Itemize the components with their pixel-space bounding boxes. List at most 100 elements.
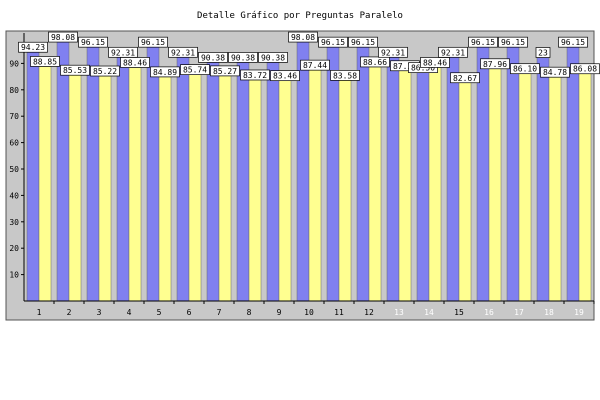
bar-series-2 (428, 67, 442, 302)
bar-series-2 (308, 69, 322, 302)
data-label: 98.08 (48, 31, 78, 43)
x-tick-label: 4 (127, 308, 132, 317)
y-tick-label: 60 (9, 139, 19, 148)
data-label-box (138, 36, 168, 48)
bar-series-2 (338, 80, 352, 302)
data-label-box (150, 66, 180, 78)
bar-series-2 (68, 74, 82, 302)
data-label: 92.31 (438, 46, 468, 58)
data-label-box (498, 36, 528, 48)
data-label: 96.15 (348, 36, 378, 48)
x-tick-label: 15 (454, 308, 464, 317)
bar-series-2 (98, 75, 112, 302)
data-label: 85.22 (90, 65, 120, 77)
data-label-box (30, 56, 60, 67)
data-label-box (240, 69, 270, 81)
chart-title: Detalle Gráfico por Preguntas Paralelo (197, 11, 403, 21)
data-label-box (78, 36, 108, 48)
data-label-text: 96.15 (81, 38, 105, 47)
x-tick-label: 8 (247, 308, 252, 317)
bar-series-2 (38, 66, 52, 302)
data-label-text: 86.08 (573, 65, 597, 74)
x-tick-label: 17 (514, 308, 524, 317)
data-label-text: 90.38 (261, 53, 285, 62)
x-tick-label: 11 (334, 308, 344, 317)
bars (26, 41, 592, 302)
data-label-text: 87.21 (393, 62, 417, 71)
y-tick-label: 30 (9, 218, 19, 227)
data-label-text: 86.10 (513, 65, 537, 74)
bar-series-1 (476, 46, 490, 302)
data-label-text: 96.15 (471, 38, 495, 47)
data-label-text: 96.15 (561, 38, 585, 47)
data-label: 85.53 (60, 64, 90, 76)
data-label-box (228, 52, 258, 63)
y-axis: 10 20 30 40 50 60 70 80 90 (9, 33, 25, 301)
bar-series-1 (176, 57, 190, 302)
data-label-text: 98.08 (51, 33, 75, 42)
data-label-box (558, 36, 588, 48)
data-label-text: 85.74 (183, 66, 207, 75)
data-label-box (540, 66, 570, 78)
data-label: 90.38 (258, 52, 288, 63)
bar-series-1 (56, 41, 70, 302)
bar-series-2 (278, 80, 292, 302)
y-tick-label: 70 (9, 112, 19, 121)
bar-series-1 (386, 57, 400, 302)
data-label: 84.78 (540, 66, 570, 78)
data-label: 88.66 (360, 56, 390, 68)
data-label: 94.23 (18, 41, 48, 53)
data-label-box (450, 72, 480, 84)
data-label-text: 87.96 (483, 60, 507, 69)
data-label-text: 92.31 (381, 48, 405, 57)
data-label-text: 96.15 (321, 38, 345, 47)
bar-series-1 (86, 46, 100, 302)
y-tick-label: 90 (9, 59, 19, 68)
y-tick-label: 40 (9, 191, 19, 200)
data-label: 96.15 (498, 36, 528, 48)
data-label-text: 94.23 (21, 43, 45, 52)
data-label: 92.31 (108, 46, 138, 58)
bar-series-1 (356, 46, 370, 302)
data-label-text: 90.38 (231, 53, 255, 62)
bar-series-2 (368, 66, 382, 302)
x-tick-label: 13 (394, 308, 404, 317)
x-tick-label: 16 (484, 308, 494, 317)
data-label: 84.89 (150, 66, 180, 78)
x-tick-label: 2 (67, 308, 72, 317)
data-label-text: 85.27 (213, 67, 237, 76)
x-tick-label: 5 (157, 308, 162, 317)
bar-series-1 (536, 57, 550, 302)
data-label: 88.85 (30, 56, 60, 67)
y-tick-label: 20 (9, 244, 19, 253)
data-label-text: 92.31 (441, 48, 465, 57)
bar-series-2 (158, 76, 172, 302)
data-label-box (300, 59, 330, 71)
data-label-box (258, 52, 288, 63)
data-labels: 94.2388.8598.0885.5396.1585.2292.3188.46… (18, 31, 600, 84)
data-label-box (198, 52, 228, 63)
data-label-box (378, 46, 408, 58)
data-label-box (180, 64, 210, 75)
x-tick-label: 6 (187, 308, 192, 317)
bar-series-2 (218, 75, 232, 302)
data-label-text: 84.89 (153, 68, 177, 77)
data-label-text: 88.46 (423, 58, 447, 67)
data-label-text: 88.85 (33, 57, 57, 66)
data-label-box (510, 63, 540, 75)
data-label-box (120, 57, 150, 68)
data-label-text: 83.58 (333, 71, 357, 80)
data-label-text: 96.15 (351, 38, 375, 47)
x-tick-label: 12 (364, 308, 374, 317)
data-label-box (60, 64, 90, 76)
data-label-text: 88.66 (363, 58, 387, 67)
data-label: 96.15 (318, 36, 348, 48)
data-label-text: 82.67 (453, 74, 477, 83)
data-label-box (468, 36, 498, 48)
bar-series-1 (326, 46, 340, 302)
data-label-text: 98.08 (291, 33, 315, 42)
data-label-box (535, 47, 551, 58)
bar-series-1 (146, 46, 160, 302)
bar-series-1 (26, 51, 40, 302)
